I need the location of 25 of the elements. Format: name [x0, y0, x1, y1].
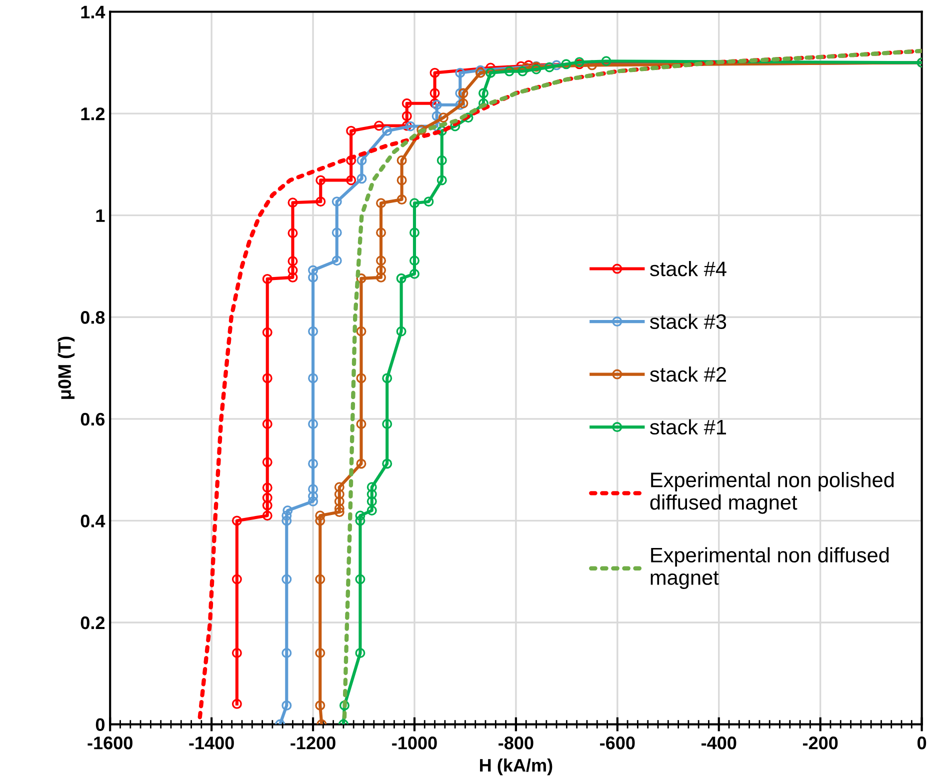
- x-tick-label: -1600: [88, 736, 132, 750]
- x-tick-label: -1400: [189, 736, 234, 750]
- y-tick-label: 0.6: [80, 412, 105, 426]
- x-tick-label: 0: [917, 736, 926, 750]
- x-tick-label: -200: [802, 736, 838, 750]
- legend-label: Experimental non polished diffused magnet: [650, 472, 894, 514]
- y-tick-label: 0: [96, 718, 104, 731]
- x-tick-label: -600: [600, 736, 635, 750]
- legend-label: stack #1: [650, 419, 726, 435]
- y-tick-label: 0.8: [80, 311, 105, 324]
- y-axis-title: μ0M (T): [58, 336, 75, 399]
- legend-label: stack #2: [650, 366, 726, 382]
- legend-label: stack #4: [650, 260, 726, 276]
- y-tick-label: 1.2: [81, 107, 105, 120]
- x-tick-label: -800: [498, 736, 534, 750]
- x-tick-label: -400: [702, 736, 736, 750]
- y-tick-label: 1.4: [81, 6, 106, 18]
- x-axis-title: H (kA/m): [480, 758, 552, 776]
- legend-label: Experimental non diffused magnet: [650, 547, 889, 590]
- y-tick-label: 0.4: [80, 514, 106, 528]
- y-tick-label: 1: [96, 209, 105, 222]
- y-tick-label: 0.2: [80, 616, 105, 630]
- x-tick-label: -1000: [392, 736, 437, 750]
- x-tick-label: -1200: [290, 736, 336, 750]
- legend-label: stack #3: [650, 314, 726, 330]
